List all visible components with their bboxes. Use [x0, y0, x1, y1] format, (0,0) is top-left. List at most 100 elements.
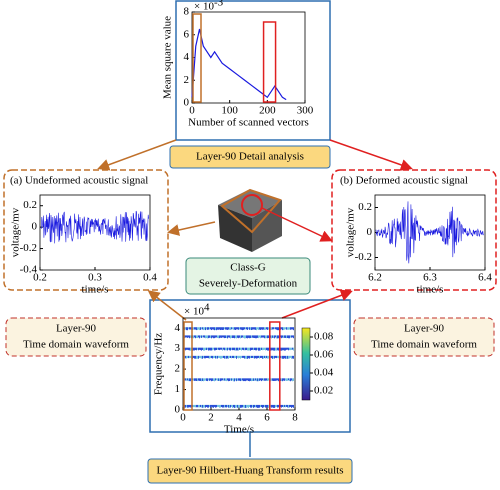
spectrum-cell [282, 347, 283, 351]
spectrum-cell [195, 378, 196, 381]
spectrum-cell [219, 404, 220, 408]
spectrum-cell [242, 335, 243, 338]
spectrum-cell [272, 335, 273, 338]
spectrum-cell [189, 347, 190, 351]
spectrum-cell [224, 327, 225, 330]
spectrum-cell [271, 327, 272, 330]
spectrum-cell [232, 335, 233, 339]
cube [218, 188, 282, 252]
spectrum-cell [275, 404, 276, 408]
spectrum-cell [189, 335, 190, 339]
spectrum-cell [252, 378, 253, 382]
spectrum-cell [221, 327, 222, 330]
spectrum-cell [290, 355, 291, 358]
spectrum-cell [210, 378, 211, 381]
spectrum-cell [199, 404, 200, 408]
spectrum-cell [199, 327, 200, 331]
spectrum-cell [272, 404, 273, 408]
spectrum-cell [286, 335, 287, 339]
spectrum-cell [253, 327, 254, 330]
spectrum-cell [254, 378, 255, 381]
spectrum-cell [235, 347, 236, 351]
spectrum-cell [195, 355, 196, 359]
spectrum-cell [265, 327, 266, 330]
spectrum-cell [215, 378, 216, 381]
spectrum-cell [213, 355, 214, 359]
spectrum-cell [208, 404, 209, 408]
spectrum-cell [288, 404, 289, 408]
spectrum-cell [237, 404, 238, 408]
spectrum-cell [196, 335, 197, 338]
spectrum-cell [241, 404, 242, 408]
spectrum-cell [224, 347, 225, 351]
colorbar-tick-label: 0.04 [314, 367, 334, 379]
spectrum-cell [225, 335, 226, 339]
spectrum-cell [214, 404, 215, 407]
spectrum-cell [205, 347, 206, 351]
spectrum-cell [212, 335, 213, 338]
spectrum-cell [216, 355, 217, 359]
spectrum-cell [262, 378, 263, 381]
spectrum-cell [251, 355, 252, 359]
spectrum-cell [242, 355, 243, 358]
spectrum-cell [207, 378, 208, 382]
spectrum-cell [278, 327, 279, 331]
spectrum-cell [235, 355, 236, 358]
spectrum-cell [204, 404, 205, 408]
spectrum-cell [267, 404, 268, 408]
spectrum-cell [284, 327, 285, 330]
spectrum-cell [231, 335, 232, 338]
spectrum-cell [291, 404, 292, 408]
spectrum-cell [264, 327, 265, 330]
spectrum-cell [228, 347, 229, 350]
spectrum-cell [221, 378, 222, 381]
spectrum-cell [239, 355, 240, 359]
spectrum-cell [198, 378, 199, 381]
spectrum-cell [201, 378, 202, 382]
spectrum-cell [220, 347, 221, 350]
spectrum-cell [265, 347, 266, 351]
spectrum-cell [201, 335, 202, 338]
spectrum-cell [283, 355, 284, 359]
spectrum-cell [260, 378, 261, 381]
spectrum-cell [190, 404, 191, 408]
spectrum-cell [202, 335, 203, 338]
spectrum-cell [215, 335, 216, 338]
spectrum-cell [245, 347, 246, 351]
spectrum-cell [263, 347, 264, 351]
spectrum-cell [222, 404, 223, 408]
spectrum-cell [259, 347, 260, 351]
spectrum-cell [256, 335, 257, 339]
spectrum-cell [222, 355, 223, 359]
x-tick-label: 0 [180, 412, 186, 424]
spectrum-cell [292, 404, 293, 408]
spectrum-cell [198, 335, 199, 338]
spectrum-cell [185, 335, 186, 338]
spectrum-cell [258, 404, 259, 408]
spectrum-cell [289, 327, 290, 330]
spectrum-cell [188, 404, 189, 408]
spectrum-cell [208, 378, 209, 381]
spectrum-cell [293, 378, 294, 381]
spectrum-cell [287, 327, 288, 330]
spectrum-cell [186, 404, 187, 408]
spectrum-cell [250, 355, 251, 359]
spectrum-cell [252, 327, 253, 330]
spectrum-cell [194, 347, 195, 351]
spectrum-cell [248, 355, 249, 359]
spectrum-cell [218, 347, 219, 350]
spectrum-cell [201, 347, 202, 351]
spectrum-cell [217, 347, 218, 350]
spectrum-cell [200, 335, 201, 338]
spectrum-cell [203, 347, 204, 351]
spectrum-cell [253, 378, 254, 381]
spectrum-cell [252, 335, 253, 338]
spectrum-cell [273, 355, 274, 359]
spectrum-cell [262, 404, 263, 408]
spectrum-cell [189, 378, 190, 382]
spectrum-cell [199, 355, 200, 359]
spectrum-cell [260, 335, 261, 339]
highlight [269, 321, 281, 411]
spectrum-cell [291, 335, 292, 338]
spectrum-cell [229, 378, 230, 382]
